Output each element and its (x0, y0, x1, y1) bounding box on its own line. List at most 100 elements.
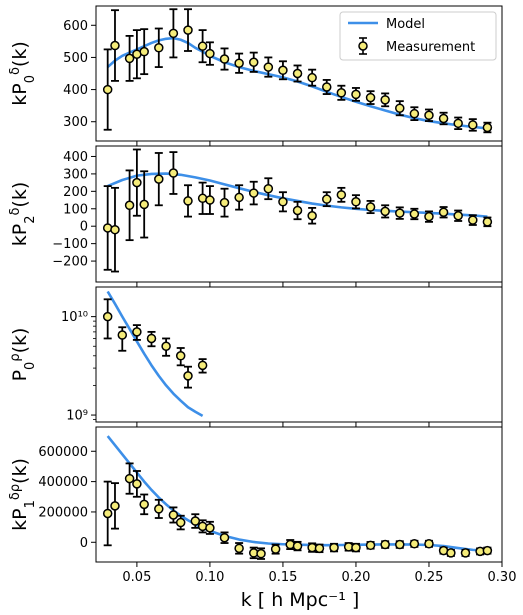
y-tick-label: 0 (80, 220, 88, 235)
data-point (460, 548, 471, 558)
data-point (380, 206, 390, 217)
legend: Model Measurement (339, 11, 497, 61)
data-point (168, 510, 179, 520)
model-line (106, 36, 488, 130)
data-point (110, 40, 120, 51)
data-point (292, 541, 303, 551)
y-tick-label: 300 (63, 167, 88, 182)
data-point (154, 174, 164, 184)
data-point (139, 199, 149, 210)
data-point (248, 188, 259, 198)
panel-P0_rho: 10⁹ 10¹⁰ P0ρ(k) (8, 286, 503, 427)
y-tick-label: 200 (63, 185, 88, 200)
x-tick-label: 0.10 (195, 570, 224, 585)
data-point (139, 46, 149, 57)
y-axis-label: kP1δρ(k) (8, 458, 38, 531)
model-line (106, 435, 488, 552)
data-point (278, 65, 288, 76)
plot-area (102, 8, 493, 134)
panel-frame (95, 426, 503, 563)
data-point (263, 62, 274, 72)
data-point (175, 351, 186, 361)
data-point (482, 217, 493, 227)
y-axis-label: kP0δ(k) (8, 41, 38, 106)
x-tick-label: 0.25 (415, 570, 444, 585)
data-point (365, 540, 376, 551)
y-axis-label: P0ρ(k) (8, 328, 38, 382)
data-point (132, 177, 142, 188)
data-point (446, 548, 456, 558)
data-point (110, 501, 120, 511)
y-tick-label: 300 (63, 115, 88, 130)
data-point (154, 43, 164, 53)
data-point (409, 108, 420, 119)
data-point (270, 544, 281, 554)
data-point (117, 330, 128, 340)
data-point (234, 543, 244, 554)
data-point (468, 215, 478, 225)
legend-box (339, 11, 497, 61)
data-point (168, 168, 179, 178)
data-point (205, 523, 215, 533)
plot-area (102, 290, 208, 418)
y-tick-label: −200 (52, 255, 88, 270)
data-point (132, 479, 142, 489)
data-point (380, 539, 390, 550)
data-point (102, 311, 113, 322)
panel-P1_deltarho: 0 200000 400000 600000 0.05 0.10 0.15 0.20 0.25 0… (8, 426, 516, 585)
data-point (146, 333, 157, 344)
data-point (351, 542, 361, 553)
data-point (183, 196, 193, 206)
data-point (197, 360, 208, 371)
panel-frame (95, 286, 503, 423)
y-tick-label: 10¹⁰ (61, 310, 88, 325)
model-line (106, 290, 204, 418)
panel-frame (95, 145, 503, 283)
data-point (139, 499, 149, 510)
y-tick-label: 200000 (38, 505, 88, 520)
y-tick-label: 100 (63, 202, 88, 217)
data-point (453, 118, 463, 129)
data-point (219, 54, 230, 64)
y-tick-label: 400000 (38, 475, 88, 490)
data-point (482, 545, 493, 556)
plot-area (102, 148, 493, 273)
data-point (190, 516, 201, 526)
data-point (438, 207, 449, 218)
data-point (292, 205, 303, 216)
data-point (438, 113, 449, 124)
data-point (336, 88, 347, 98)
y-tick-label: 0 (80, 536, 88, 551)
data-point (380, 95, 390, 105)
data-point (395, 208, 405, 218)
data-point (205, 48, 215, 59)
data-point (424, 539, 434, 549)
data-point (365, 92, 376, 103)
data-point (175, 517, 186, 528)
data-point (110, 224, 120, 235)
data-point (307, 72, 317, 83)
data-point (336, 190, 347, 200)
data-point (183, 25, 193, 35)
x-tick-label: 0.05 (122, 570, 151, 585)
y-tick-label: −100 (52, 237, 88, 252)
panels: 300400500600kP0δ(k)ModelMeasurement−200−… (8, 5, 516, 585)
data-point (132, 327, 142, 337)
data-point (219, 197, 230, 208)
y-tick-label: 400 (63, 150, 88, 165)
y-tick-label: 10⁹ (66, 409, 88, 424)
plot-area (102, 435, 493, 560)
data-point (321, 194, 332, 204)
x-tick-label: 0.15 (268, 570, 297, 585)
data-point (453, 210, 463, 221)
data-point (102, 508, 113, 519)
data-point (395, 539, 405, 550)
y-tick-label: 500 (63, 51, 88, 66)
data-point (329, 542, 339, 553)
data-point (365, 202, 376, 212)
y-axis-label: kP2δ(k) (8, 182, 38, 247)
x-tick-label: 0.20 (341, 570, 370, 585)
data-point (161, 341, 171, 352)
data-point (205, 195, 215, 205)
